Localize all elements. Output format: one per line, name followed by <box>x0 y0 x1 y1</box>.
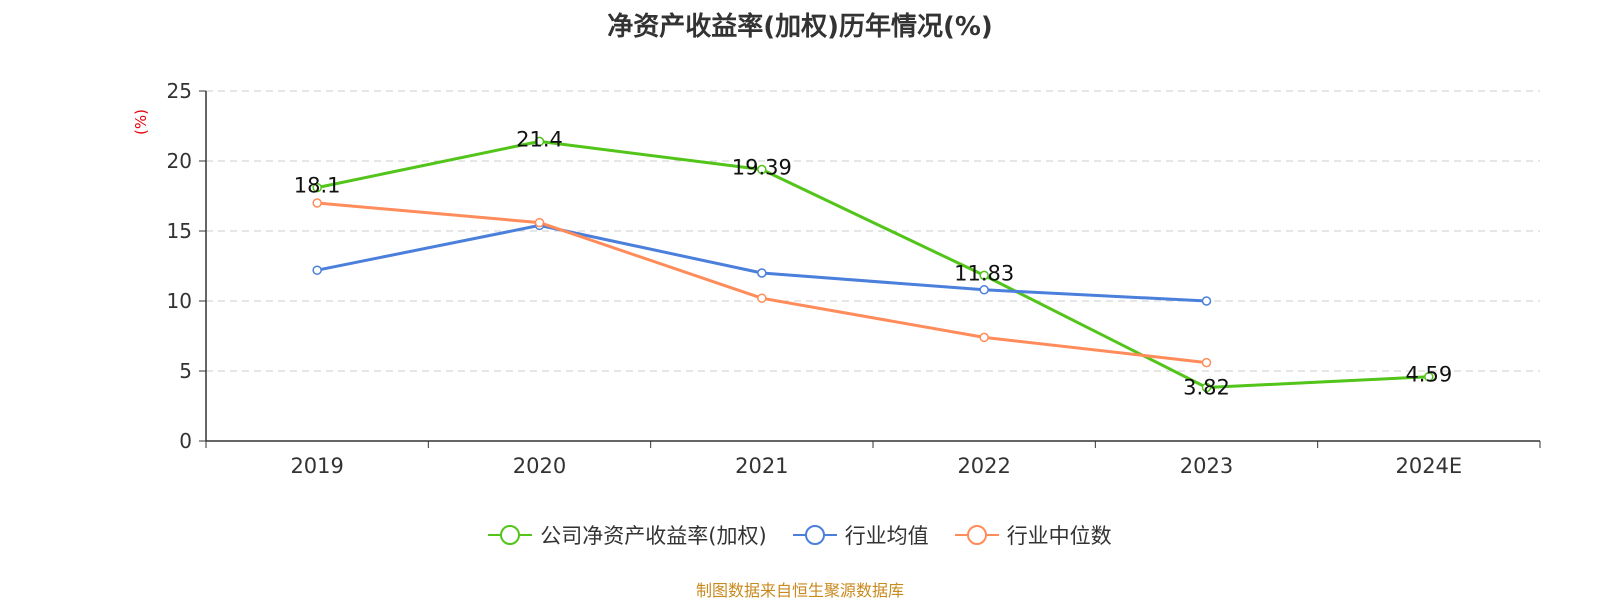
y-tick-label: 10 <box>167 289 192 313</box>
data-label: 11.83 <box>954 261 1014 285</box>
y-tick-label: 20 <box>167 149 192 173</box>
y-axis-label: (%) <box>132 109 150 135</box>
y-tick-label: 15 <box>167 219 192 243</box>
x-tick-label: 2022 <box>957 454 1010 478</box>
legend-marker-icon <box>792 525 837 545</box>
series-2-point[interactable] <box>979 332 989 343</box>
series-2-point[interactable] <box>312 198 322 208</box>
data-label: 19.39 <box>732 156 792 180</box>
legend-item-company-roe[interactable]: 公司净资产收益率(加权) <box>488 520 767 550</box>
series-0-point[interactable] <box>1201 382 1212 393</box>
series-0-point[interactable] <box>979 270 989 281</box>
data-label: 21.4 <box>516 127 563 151</box>
source-footer: 制图数据来自恒生聚源数据库 <box>695 581 904 600</box>
legend-marker-icon <box>954 525 999 545</box>
legend-item-industry-median[interactable]: 行业中位数 <box>954 520 1112 550</box>
series-line-0 <box>316 139 1429 390</box>
gridlines <box>206 90 1540 372</box>
series-0-point[interactable] <box>312 182 322 193</box>
x-tick-label: 2021 <box>735 454 788 478</box>
x-tick-label: 2019 <box>290 454 343 478</box>
series-1-point[interactable] <box>757 268 767 278</box>
series-2-point[interactable] <box>1201 357 1212 368</box>
series-1-point[interactable] <box>979 285 989 295</box>
series-0-point[interactable] <box>1424 371 1434 382</box>
data-label: 4.59 <box>1405 363 1452 387</box>
axes: 0 5 10 15 20 25 2019 2020 2021 2022 2023 2024E <box>167 79 1541 478</box>
y-tick-label: 25 <box>167 79 192 103</box>
y-tick-label: 5 <box>179 359 192 383</box>
series-line-2 <box>317 201 1207 365</box>
series-1-point[interactable] <box>1201 296 1212 306</box>
data-label: 18.1 <box>294 174 341 198</box>
y-tick-label: 0 <box>179 429 192 453</box>
legend-label: 行业中位数 <box>1006 524 1112 548</box>
data-label: 3.82 <box>1183 376 1230 400</box>
x-tick-label: 2024E <box>1395 454 1462 478</box>
legend-label: 公司净资产收益率(加权) <box>540 524 767 548</box>
chart-title: 净资产收益率(加权)历年情况(%) <box>607 12 993 42</box>
x-tick-label: 2020 <box>513 454 566 478</box>
series-1-point[interactable] <box>312 265 322 275</box>
legend-item-industry-mean[interactable]: 行业均值 <box>792 520 929 550</box>
series-2-point[interactable] <box>534 217 545 228</box>
legend-label: 行业均值 <box>844 524 929 548</box>
series-lines <box>312 136 1434 393</box>
x-tick-label: 2023 <box>1180 454 1233 478</box>
series-2-point[interactable] <box>757 293 767 303</box>
data-labels: 18.1 21.4 19.39 11.83 3.82 4.59 <box>294 127 1452 399</box>
legend-marker-icon <box>488 525 533 545</box>
series-0-point[interactable] <box>757 164 767 175</box>
series-line-1 <box>316 223 1207 303</box>
series-0-point[interactable] <box>534 136 545 147</box>
legend: 公司净资产收益率(加权) 行业均值 行业中位数 <box>0 520 1600 550</box>
